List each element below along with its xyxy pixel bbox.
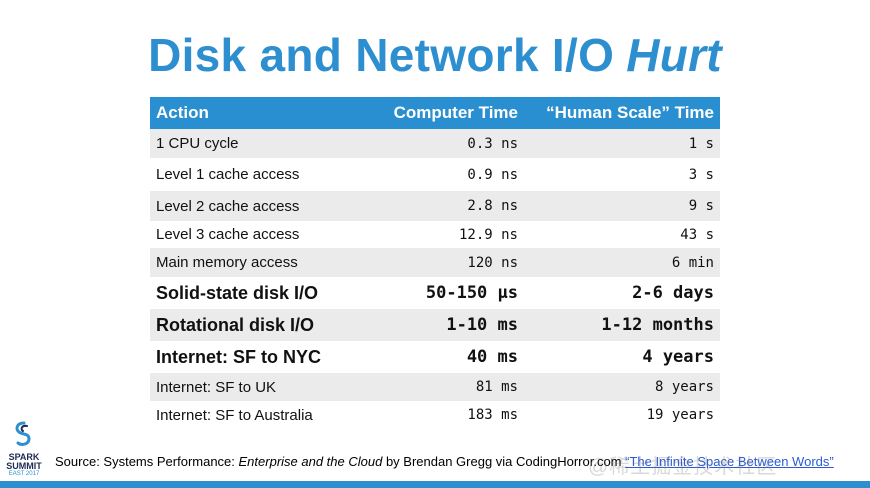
cell-action: Main memory access bbox=[156, 254, 298, 271]
table-row: Internet: SF to NYC 40 ms 4 years bbox=[150, 341, 720, 373]
cell-computer-time: 183 ms bbox=[467, 407, 518, 423]
cell-human-time: 9 s bbox=[688, 198, 714, 214]
title-emphasis: Hurt bbox=[626, 29, 722, 81]
cell-action: Rotational disk I/O bbox=[156, 314, 315, 335]
table-row: Level 2 cache access 2.8 ns 9 s bbox=[150, 191, 720, 221]
table-header-row: Action Computer Time “Human Scale” Time bbox=[150, 97, 720, 129]
cell-computer-time: 81 ms bbox=[475, 379, 518, 395]
cell-human-time: 1 s bbox=[688, 135, 714, 152]
source-middle: by Brendan Gregg via CodingHorror.com bbox=[382, 454, 626, 469]
cell-human-time: 6 min bbox=[671, 254, 714, 271]
spark-summit-logo: SPARK SUMMIT EAST 2017 bbox=[5, 420, 43, 478]
cell-action: Internet: SF to NYC bbox=[156, 346, 321, 367]
source-book-title: Enterprise and the Cloud bbox=[238, 454, 383, 469]
cell-human-time: 4 years bbox=[642, 347, 714, 367]
cell-computer-time: 50-150 μs bbox=[425, 283, 518, 303]
cell-computer-time: 0.3 ns bbox=[467, 135, 518, 152]
spark-swirl-icon bbox=[15, 421, 31, 446]
cell-computer-time: 120 ns bbox=[467, 254, 518, 271]
source-citation: Source: Systems Performance: Enterprise … bbox=[55, 454, 834, 469]
cell-computer-time: 40 ms bbox=[466, 347, 518, 367]
table-row: Level 3 cache access 12.9 ns 43 s bbox=[150, 221, 720, 248]
table-row: Main memory access 120 ns 6 min bbox=[150, 248, 720, 277]
slide-title: Disk and Network I/O Hurt bbox=[0, 28, 870, 82]
cell-human-time: 2-6 days bbox=[632, 283, 714, 303]
cell-action: Level 2 cache access bbox=[156, 197, 300, 215]
cell-human-time: 3 s bbox=[688, 166, 714, 183]
cell-human-time: 19 years bbox=[646, 407, 714, 423]
table-row: Solid-state disk I/O 50-150 μs 2-6 days bbox=[150, 277, 720, 309]
table-row: Level 1 cache access 0.9 ns 3 s bbox=[150, 158, 720, 191]
cell-human-time: 1-12 months bbox=[601, 315, 714, 335]
cell-human-time: 43 s bbox=[680, 226, 714, 243]
header-action: Action bbox=[156, 103, 209, 122]
header-computer-time: Computer Time bbox=[393, 103, 518, 122]
title-main: Disk and Network I/O bbox=[148, 29, 615, 81]
source-prefix: Source: Systems Performance: bbox=[55, 454, 239, 469]
cell-computer-time: 0.9 ns bbox=[467, 166, 518, 183]
table-row: 1 CPU cycle 0.3 ns 1 s bbox=[150, 129, 720, 158]
cell-action: Internet: SF to UK bbox=[156, 378, 277, 396]
header-human-time: “Human Scale” Time bbox=[546, 103, 714, 122]
cell-action: 1 CPU cycle bbox=[156, 135, 239, 152]
cell-action: Internet: SF to Australia bbox=[156, 406, 313, 424]
cell-human-time: 8 years bbox=[654, 379, 714, 395]
logo-line-3: EAST 2017 bbox=[8, 471, 40, 477]
cell-computer-time: 1-10 ms bbox=[446, 315, 518, 335]
table-row: Internet: SF to UK 81 ms 8 years bbox=[150, 373, 720, 401]
table-row: Rotational disk I/O 1-10 ms 1-12 months bbox=[150, 309, 720, 341]
source-link[interactable]: “The Infinite Space Between Words” bbox=[625, 454, 834, 469]
cell-computer-time: 2.8 ns bbox=[467, 198, 518, 214]
table-row: Internet: SF to Australia 183 ms 19 year… bbox=[150, 401, 720, 429]
latency-table: Action Computer Time “Human Scale” Time … bbox=[150, 97, 720, 429]
cell-action: Level 1 cache access bbox=[156, 166, 300, 183]
cell-action: Solid-state disk I/O bbox=[156, 282, 319, 303]
logo-line-1: SPARK bbox=[8, 452, 40, 462]
bottom-accent-bar bbox=[0, 481, 870, 488]
logo-line-2: SUMMIT bbox=[6, 461, 42, 471]
cell-action: Level 3 cache access bbox=[156, 226, 300, 243]
cell-computer-time: 12.9 ns bbox=[458, 226, 518, 243]
watermark: @稀土掘金技术社区 bbox=[588, 456, 778, 478]
